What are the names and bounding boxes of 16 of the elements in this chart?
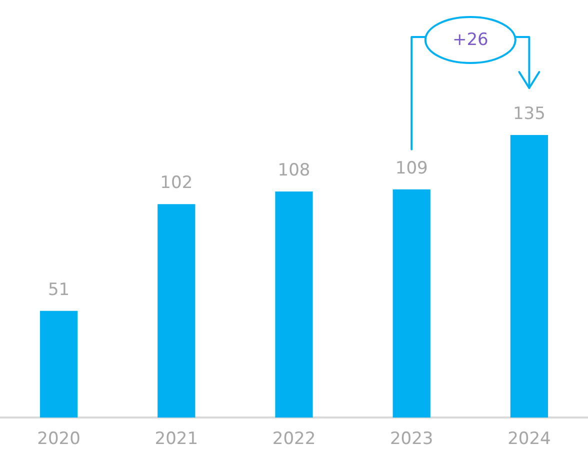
data-label: 102 — [160, 173, 193, 193]
data-label: 108 — [278, 160, 310, 180]
data-label: 135 — [512, 104, 546, 124]
data-label: 109 — [395, 158, 428, 178]
bar — [40, 310, 78, 418]
x-tick-label: 2020 — [37, 429, 80, 450]
bar — [275, 192, 313, 418]
bar — [510, 135, 548, 418]
x-tick-label: 2022 — [272, 429, 316, 450]
text: +26 — [452, 30, 488, 50]
x-tick-label: 2023 — [390, 429, 434, 450]
bar — [392, 189, 430, 418]
bar — [158, 204, 196, 418]
x-tick-label: 2024 — [508, 429, 551, 450]
data-label: 51 — [48, 280, 70, 300]
x-tick-label: 2021 — [154, 429, 198, 450]
